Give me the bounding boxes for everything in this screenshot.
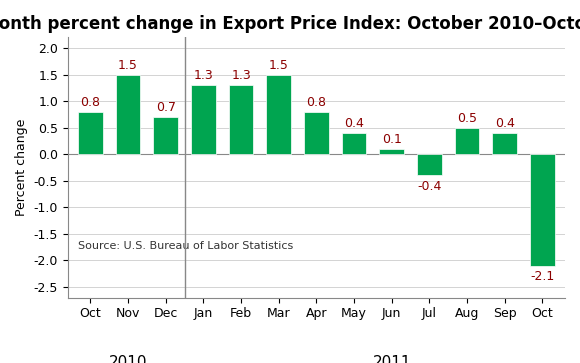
Bar <box>342 133 367 154</box>
Text: 0.4: 0.4 <box>495 117 514 130</box>
Bar <box>78 112 103 154</box>
Text: 1.3: 1.3 <box>194 69 213 82</box>
Text: 2010: 2010 <box>109 355 147 363</box>
Text: 0.5: 0.5 <box>457 112 477 125</box>
Text: -2.1: -2.1 <box>530 270 554 283</box>
Text: 1.5: 1.5 <box>269 59 289 72</box>
Text: 2011: 2011 <box>372 355 411 363</box>
Y-axis label: Percent change: Percent change <box>15 119 28 216</box>
Bar <box>304 112 329 154</box>
Text: 0.4: 0.4 <box>344 117 364 130</box>
Text: 1.3: 1.3 <box>231 69 251 82</box>
Bar <box>417 154 441 175</box>
Text: 0.8: 0.8 <box>306 96 327 109</box>
Text: 1.5: 1.5 <box>118 59 138 72</box>
Bar <box>379 149 404 154</box>
Text: 0.7: 0.7 <box>155 101 176 114</box>
Bar <box>455 128 479 154</box>
Bar <box>229 85 253 154</box>
Bar <box>530 154 554 266</box>
Title: 1-month percent change in Export Price Index: October 2010–October 2011: 1-month percent change in Export Price I… <box>0 15 580 33</box>
Bar <box>154 117 178 154</box>
Bar <box>492 133 517 154</box>
Text: -0.4: -0.4 <box>417 180 441 193</box>
Text: 0.8: 0.8 <box>81 96 100 109</box>
Bar <box>266 74 291 154</box>
Bar <box>191 85 216 154</box>
Text: 0.1: 0.1 <box>382 133 402 146</box>
Text: Source: U.S. Bureau of Labor Statistics: Source: U.S. Bureau of Labor Statistics <box>78 241 293 251</box>
Bar <box>116 74 140 154</box>
